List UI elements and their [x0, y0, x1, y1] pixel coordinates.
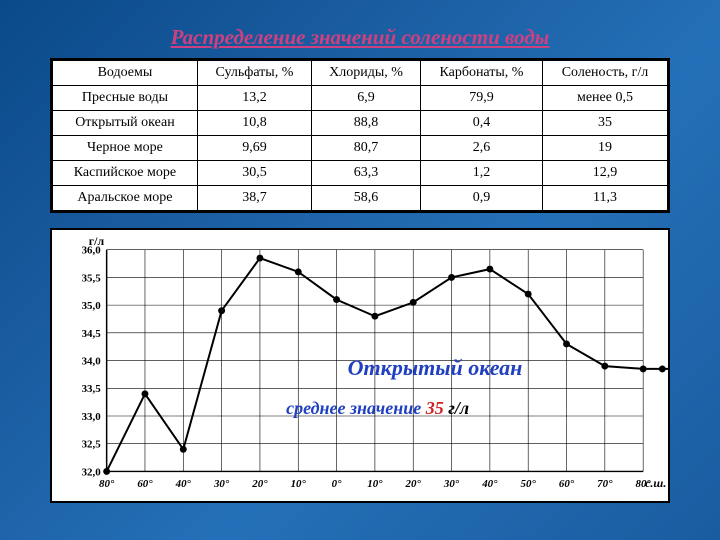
- svg-text:35,0: 35,0: [82, 300, 102, 312]
- svg-text:32,0: 32,0: [82, 466, 102, 478]
- table-cell: Черное море: [53, 136, 198, 161]
- svg-text:20°: 20°: [251, 478, 268, 490]
- svg-text:г/л: г/л: [89, 234, 105, 248]
- salinity-chart-container: 32,032,533,033,534,034,535,035,536,0г/л8…: [50, 228, 670, 503]
- chart-subtitle-unit: г/л: [448, 398, 469, 418]
- svg-text:34,5: 34,5: [82, 328, 102, 340]
- table-cell: 9,69: [197, 136, 311, 161]
- table-cell: 58,6: [312, 186, 421, 211]
- table-cell: 1,2: [421, 161, 543, 186]
- svg-text:40°: 40°: [175, 478, 192, 490]
- table-cell: Открытый океан: [53, 111, 198, 136]
- svg-text:60°: 60°: [559, 478, 575, 490]
- table-row: Аральское море38,758,60,911,3: [53, 186, 668, 211]
- svg-text:80°: 80°: [99, 478, 115, 490]
- table-cell: 13,2: [197, 86, 311, 111]
- svg-text:10°: 10°: [367, 478, 383, 490]
- svg-text:70°: 70°: [597, 478, 613, 490]
- svg-text:10°: 10°: [291, 478, 307, 490]
- table-row: Пресные воды13,26,979,9менее 0,5: [53, 86, 668, 111]
- table-cell: 2,6: [421, 136, 543, 161]
- table-cell: 80,7: [312, 136, 421, 161]
- chart-subtitle-prefix: среднее значение: [286, 398, 426, 418]
- table-cell: 12,9: [542, 161, 667, 186]
- table-cell: 6,9: [312, 86, 421, 111]
- svg-text:33,0: 33,0: [82, 411, 102, 423]
- chart-subtitle: среднее значение 35 г/л: [286, 398, 469, 419]
- svg-text:34,0: 34,0: [82, 356, 102, 368]
- chart-title: Открытый океан: [348, 355, 523, 381]
- table-header: Водоемы: [53, 61, 198, 86]
- table-cell: 19: [542, 136, 667, 161]
- svg-text:60°: 60°: [137, 478, 153, 490]
- table-cell: 38,7: [197, 186, 311, 211]
- svg-text:с.ш.: с.ш.: [645, 476, 666, 490]
- table-header: Соленость, г/л: [542, 61, 667, 86]
- table-row: Каспийское море30,563,31,212,9: [53, 161, 668, 186]
- table-cell: Каспийское море: [53, 161, 198, 186]
- table-row: Открытый океан10,888,80,435: [53, 111, 668, 136]
- svg-text:40°: 40°: [481, 478, 498, 490]
- svg-text:30°: 30°: [213, 478, 230, 490]
- table-row: Черное море9,6980,72,619: [53, 136, 668, 161]
- svg-text:50°: 50°: [521, 478, 537, 490]
- table-cell: 0,4: [421, 111, 543, 136]
- page-title: Распределение значений солености воды: [0, 0, 720, 58]
- table-cell: менее 0,5: [542, 86, 667, 111]
- svg-text:30°: 30°: [443, 478, 460, 490]
- table-cell: 11,3: [542, 186, 667, 211]
- salinity-table: ВодоемыСульфаты, %Хлориды, %Карбонаты, %…: [52, 60, 668, 211]
- table-cell: 0,9: [421, 186, 543, 211]
- table-cell: Пресные воды: [53, 86, 198, 111]
- table-header: Хлориды, %: [312, 61, 421, 86]
- table-header: Сульфаты, %: [197, 61, 311, 86]
- table-cell: 88,8: [312, 111, 421, 136]
- table-header: Карбонаты, %: [421, 61, 543, 86]
- chart-subtitle-value: 35: [426, 398, 449, 418]
- svg-text:32,5: 32,5: [82, 439, 102, 451]
- svg-text:20°: 20°: [405, 478, 422, 490]
- table-cell: Аральское море: [53, 186, 198, 211]
- svg-text:0°: 0°: [332, 478, 342, 490]
- svg-text:35,5: 35,5: [82, 272, 102, 284]
- table-cell: 79,9: [421, 86, 543, 111]
- table-cell: 30,5: [197, 161, 311, 186]
- salinity-table-container: ВодоемыСульфаты, %Хлориды, %Карбонаты, %…: [50, 58, 670, 213]
- table-cell: 63,3: [312, 161, 421, 186]
- table-cell: 10,8: [197, 111, 311, 136]
- svg-text:33,5: 33,5: [82, 383, 102, 395]
- table-cell: 35: [542, 111, 667, 136]
